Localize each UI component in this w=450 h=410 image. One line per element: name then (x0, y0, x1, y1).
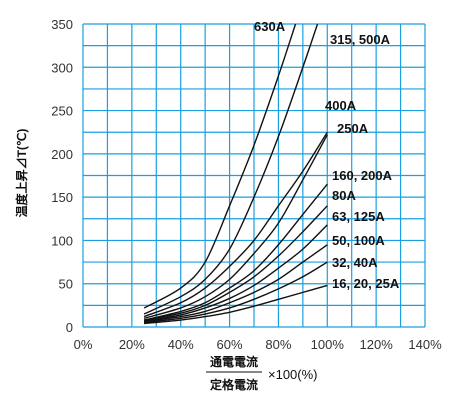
x-tick-label: 20% (119, 337, 145, 352)
series-line-9 (144, 284, 328, 325)
y-tick-label: 300 (51, 60, 73, 75)
x-axis-label-suffix: ×100(%) (268, 367, 318, 382)
series-label-5: 80A (332, 188, 356, 203)
series-line-1 (143, 23, 319, 315)
x-axis-label: 通電電流 定格電流 ×100(%) (206, 354, 318, 392)
series-line-8 (143, 261, 328, 324)
y-tick-label: 100 (51, 233, 73, 248)
y-tick-label: 50 (59, 277, 73, 292)
series-label-8: 32, 40A (332, 255, 378, 270)
series-lines (143, 23, 328, 325)
y-axis-label: 温度上昇⊿T(℃) (14, 129, 29, 218)
x-tick-label: 40% (168, 337, 194, 352)
x-tick-label: 140% (408, 337, 442, 352)
x-tick-label: 0% (74, 337, 93, 352)
x-axis-label-denominator: 定格電流 (210, 377, 258, 392)
series-line-0 (143, 23, 297, 309)
series-line-7 (143, 244, 328, 323)
series-labels: 630A 315, 500A 400A 250A 160, 200A 80A 63, 125… (254, 19, 400, 291)
y-tick-label: 200 (51, 147, 73, 162)
x-tick-label: 60% (217, 337, 243, 352)
series-line-4 (143, 183, 328, 321)
x-axis-label-numerator: 通電電流 (210, 354, 258, 369)
grid (82, 23, 426, 328)
y-tick-label: 350 (51, 17, 73, 32)
y-tick-label: 250 (51, 104, 73, 119)
series-line-5 (143, 205, 328, 321)
series-line-6 (143, 224, 328, 322)
series-label-3: 250A (337, 121, 369, 136)
series-label-1: 315, 500A (330, 32, 391, 47)
y-tick-label: 150 (51, 190, 73, 205)
series-line-2 (143, 131, 328, 318)
x-tick-label: 100% (311, 337, 345, 352)
y-tick-label: 0 (66, 320, 73, 335)
y-axis-ticks: 0 50 100 150 200 250 300 350 (51, 17, 73, 335)
series-label-0: 630A (254, 19, 286, 34)
series-label-2: 400A (325, 98, 357, 113)
x-axis-ticks: 0% 20% 40% 60% 80% 100% 120% 140% (74, 337, 442, 352)
x-tick-label: 120% (360, 337, 394, 352)
series-label-4: 160, 200A (332, 168, 393, 183)
series-label-9: 16, 20, 25A (332, 276, 400, 291)
x-tick-label: 80% (265, 337, 291, 352)
series-line-3 (143, 134, 328, 320)
series-label-6: 63, 125A (332, 209, 385, 224)
series-label-7: 50, 100A (332, 233, 385, 248)
